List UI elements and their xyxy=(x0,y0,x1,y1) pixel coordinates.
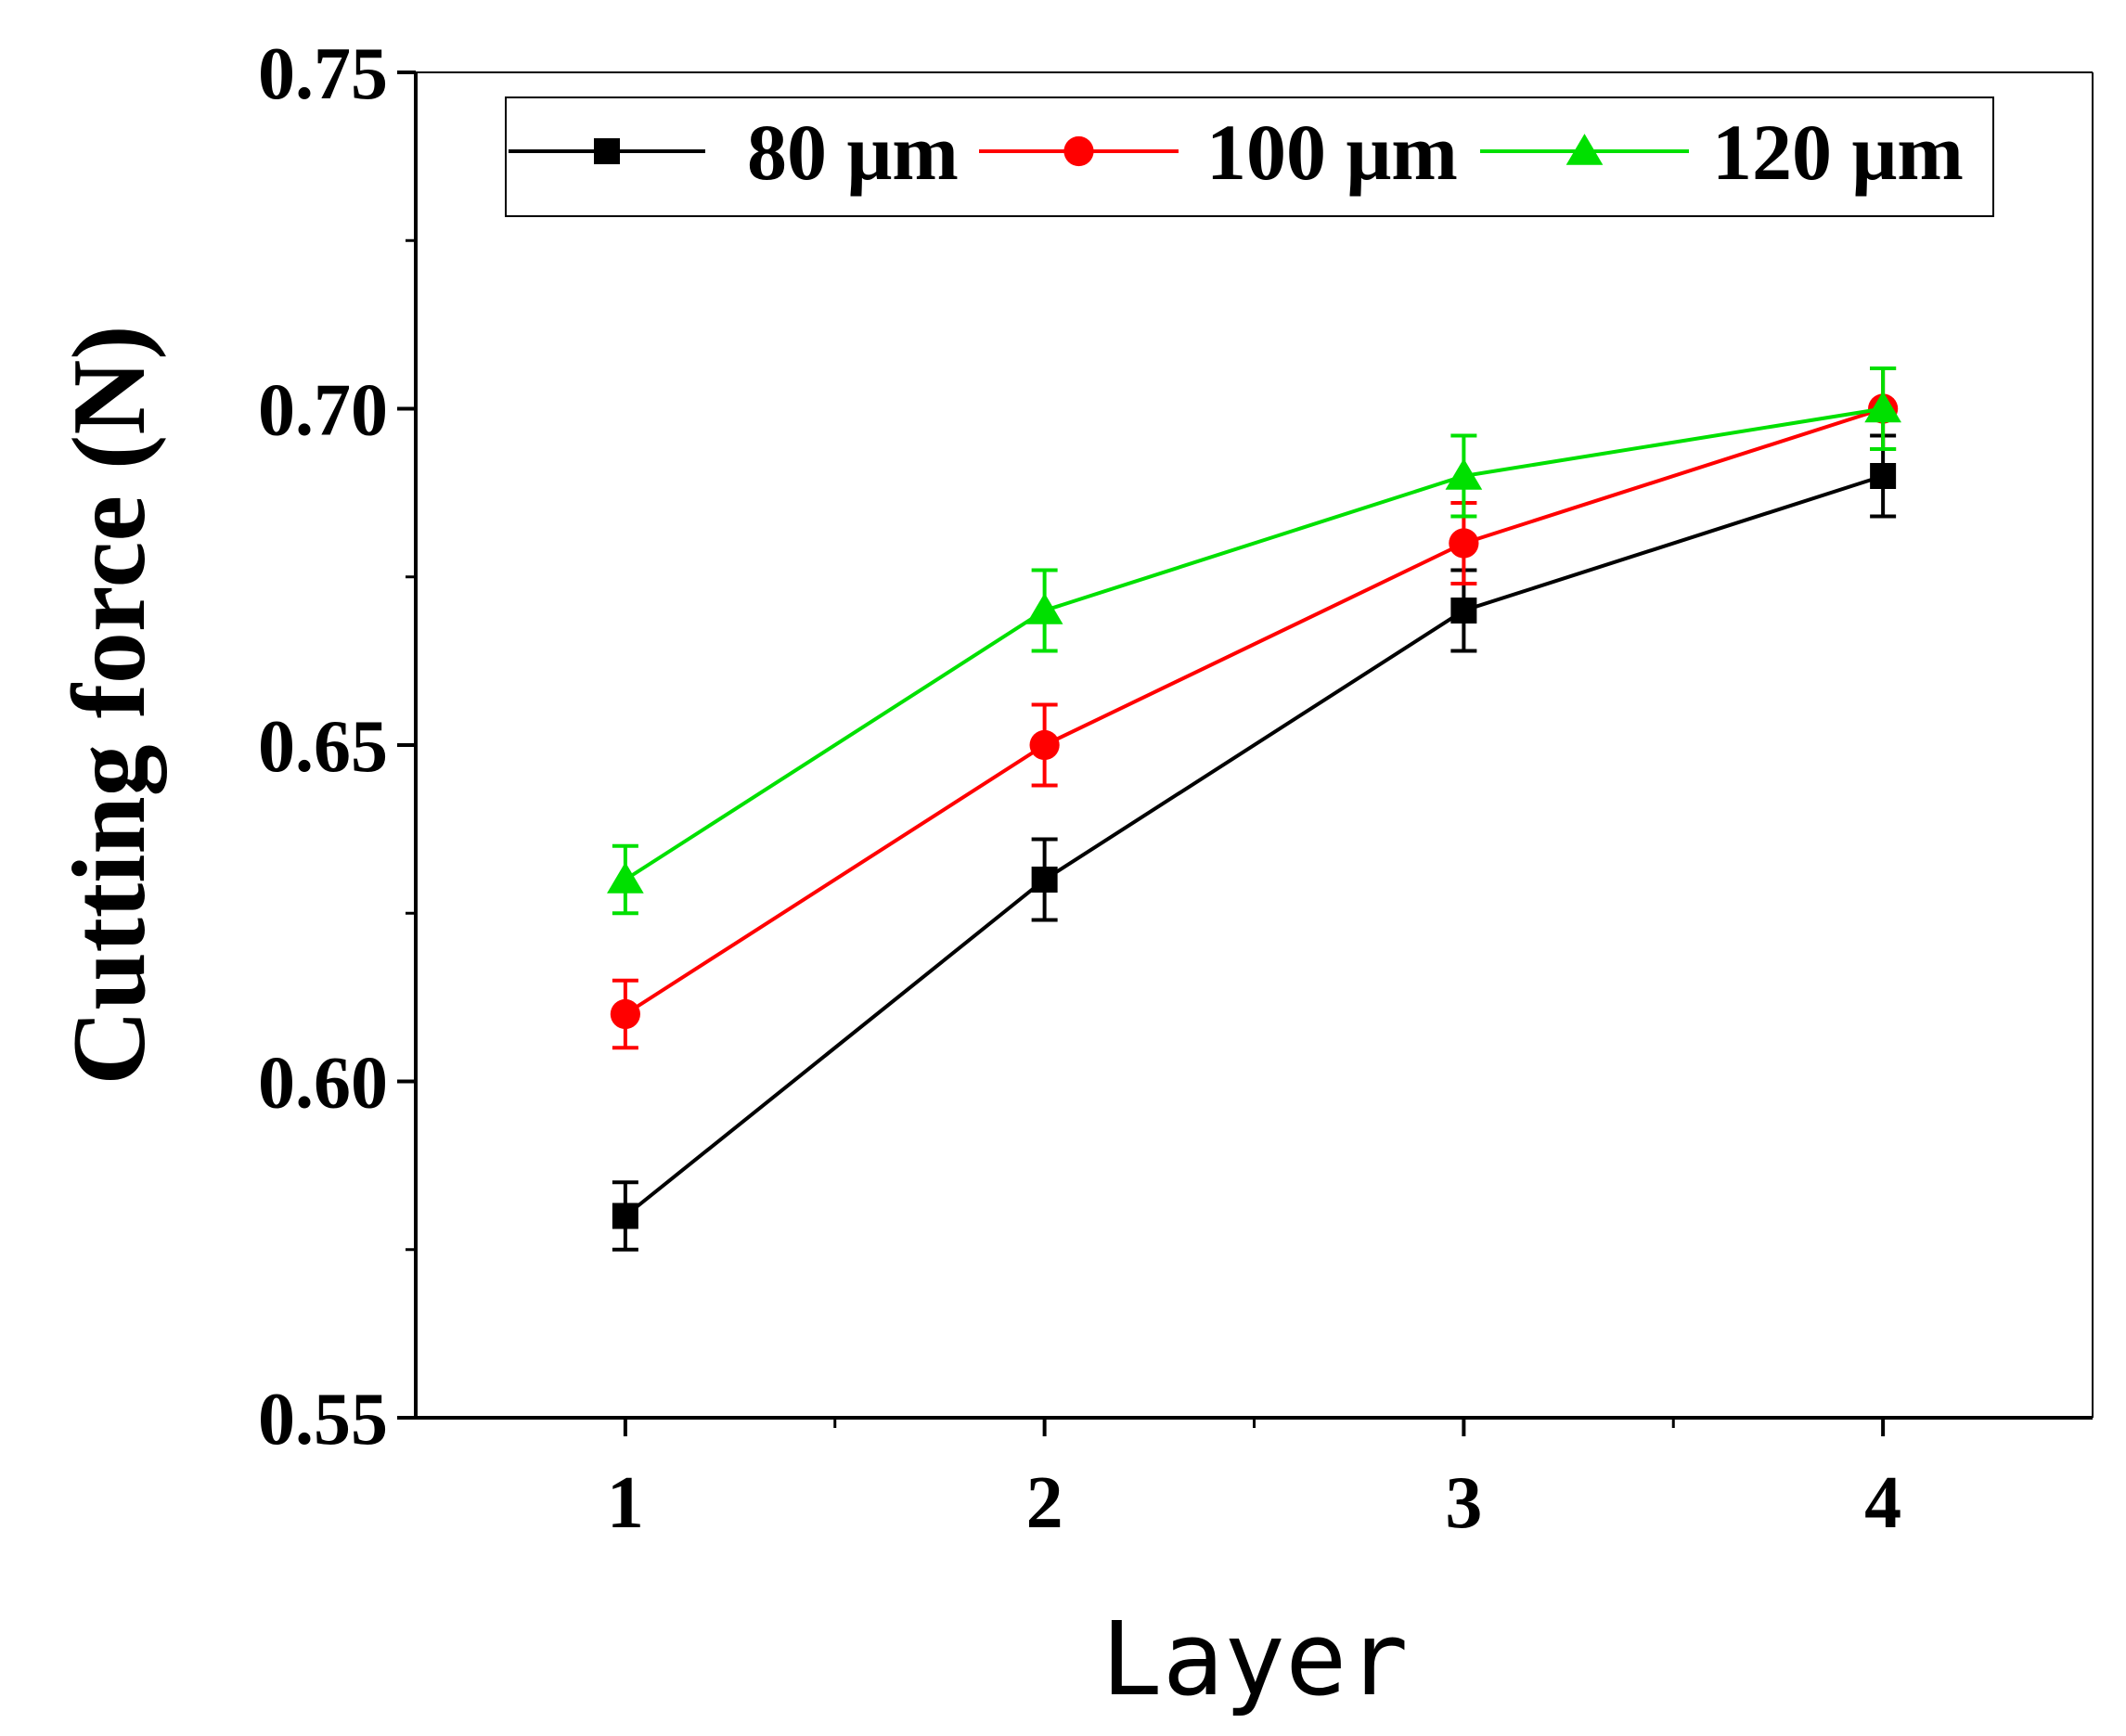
x-tick-label: 4 xyxy=(1864,1462,1901,1544)
series-2 xyxy=(607,366,1901,916)
y-tick-label: 0.60 xyxy=(258,1043,388,1125)
data-point xyxy=(1870,463,1897,489)
plot-area xyxy=(607,366,1901,1252)
x-tick-label: 2 xyxy=(1026,1462,1063,1544)
series-0 xyxy=(612,433,1897,1252)
data-point xyxy=(612,1202,638,1229)
y-tick-label: 0.75 xyxy=(258,33,388,115)
legend: 80 μm 100 μm 120 μm xyxy=(505,96,1994,217)
data-point xyxy=(1449,528,1479,559)
series-line xyxy=(624,406,1884,881)
y-tick-label: 0.70 xyxy=(258,370,388,452)
legend-label: 100 μm xyxy=(1206,108,1458,197)
legend-entry-0: 80 μm xyxy=(509,108,959,197)
data-point xyxy=(610,998,640,1030)
legend-entry-2: 120 μm xyxy=(1480,108,1964,197)
x-tick-label: 1 xyxy=(607,1462,644,1544)
legend-entry-1: 100 μm xyxy=(979,108,1458,197)
series-line xyxy=(624,474,1884,1218)
legend-marker xyxy=(1063,135,1094,167)
data-point xyxy=(1445,458,1483,490)
data-point xyxy=(607,862,644,894)
data-point xyxy=(1029,729,1060,761)
series-1 xyxy=(610,366,1899,1050)
data-point xyxy=(1864,391,1901,423)
legend-label: 80 μm xyxy=(747,108,959,197)
data-point xyxy=(1025,593,1063,624)
y-tick-label: 0.55 xyxy=(258,1379,388,1460)
legend-marker xyxy=(594,138,620,164)
legend-label: 120 μm xyxy=(1712,108,1964,197)
y-tick-label: 0.65 xyxy=(258,706,388,788)
y-axis-title: Cutting force (N) xyxy=(52,325,167,1085)
legend-box xyxy=(505,96,1994,217)
axes: 0.55 0.60 0.65 0.70 0.75 1 2 3 4 xyxy=(258,33,2094,1544)
data-point xyxy=(1031,867,1058,893)
x-axis-title: Layer xyxy=(1101,1600,1408,1718)
x-tick-label: 3 xyxy=(1445,1462,1482,1544)
series-line xyxy=(624,406,1884,1016)
data-point xyxy=(1450,598,1477,624)
legend-marker xyxy=(1566,134,1604,165)
